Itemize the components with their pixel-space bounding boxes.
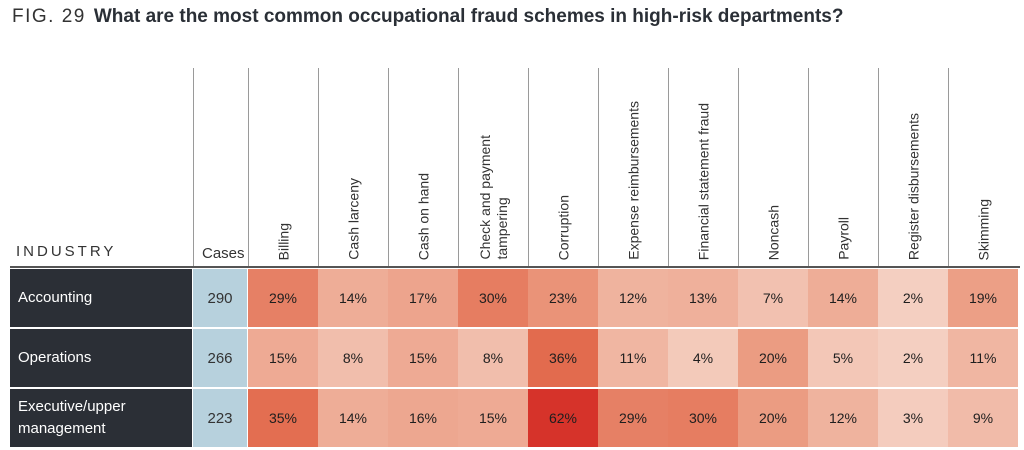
cases-column-header: Cases	[193, 68, 247, 266]
column-header-label: Payroll	[835, 217, 851, 260]
row-label: Accounting	[10, 269, 192, 327]
cases-header-label: Cases	[202, 245, 245, 262]
row-header-label: INDUSTRY	[16, 243, 117, 260]
heatmap-cell: 8%	[458, 329, 528, 387]
row-label: Operations	[10, 329, 192, 387]
heatmap-cell: 14%	[318, 389, 388, 447]
row-label: Executive/upper management	[10, 389, 192, 447]
column-header-label: Skimming	[975, 198, 991, 260]
column-header: Corruption	[528, 68, 598, 266]
column-header: Billing	[248, 68, 318, 266]
heatmap-cell: 13%	[668, 269, 738, 327]
heatmap-cell: 8%	[318, 329, 388, 387]
heatmap-cell: 20%	[738, 329, 808, 387]
heatmap-cell: 14%	[808, 269, 878, 327]
heatmap-cell: 17%	[388, 269, 458, 327]
column-header-label: Register disbursements	[905, 112, 921, 260]
heatmap-cell: 2%	[878, 269, 948, 327]
chart-question: What are the most common occupational fr…	[93, 6, 844, 27]
column-header-label: Check and payment tampering	[476, 135, 510, 260]
heatmap-cell: 2%	[878, 329, 948, 387]
heatmap-cell: 15%	[458, 389, 528, 447]
heatmap-cell: 14%	[318, 269, 388, 327]
column-header: Payroll	[808, 68, 878, 266]
row-cases: 266	[193, 329, 247, 387]
column-header: Check and payment tampering	[458, 68, 528, 266]
column-header-label: Expense reimbursements	[625, 101, 641, 260]
heatmap-cell: 29%	[248, 269, 318, 327]
heatmap-row: Accounting 290 29% 14% 17% 30% 23% 12% 13% 7% 14% 2…	[10, 269, 1020, 327]
column-header: Skimming	[948, 68, 1018, 266]
heatmap-cell: 9%	[948, 389, 1018, 447]
heatmap-cell: 7%	[738, 269, 808, 327]
heatmap-row: Operations 266 15% 8% 15% 8% 36% 11% 4% 20% 5% 2% 11…	[10, 329, 1020, 387]
header-rule	[10, 266, 1020, 268]
column-header: Register disbursements	[878, 68, 948, 266]
heatmap-cell: 23%	[528, 269, 598, 327]
column-header-label: Billing	[275, 222, 291, 260]
column-header-label: Financial statement fraud	[695, 102, 711, 260]
heatmap-cell: 12%	[808, 389, 878, 447]
heatmap-cell: 35%	[248, 389, 318, 447]
chart-title: FIG. 29 What are the most common occupati…	[12, 6, 843, 28]
row-cases: 223	[193, 389, 247, 447]
column-header-label: Noncash	[765, 204, 781, 260]
heatmap-cell: 30%	[668, 389, 738, 447]
heatmap-cell: 11%	[598, 329, 668, 387]
column-header: Financial statement fraud	[668, 68, 738, 266]
heatmap-cell: 3%	[878, 389, 948, 447]
column-header: Noncash	[738, 68, 808, 266]
heatmap-row: Executive/upper management 223 35% 14% 16% 15…	[10, 389, 1020, 447]
row-cases: 290	[193, 269, 247, 327]
row-label-text: Accounting	[18, 289, 93, 306]
heatmap-cell: 36%	[528, 329, 598, 387]
heatmap-cell: 4%	[668, 329, 738, 387]
figure-number: FIG. 29	[12, 6, 86, 27]
heatmap-cell: 29%	[598, 389, 668, 447]
row-label-text: Executive/upper management	[18, 398, 126, 437]
heatmap-cell: 19%	[948, 269, 1018, 327]
heatmap-cell: 11%	[948, 329, 1018, 387]
heatmap-cell: 15%	[248, 329, 318, 387]
column-header-label: Corruption	[555, 194, 571, 260]
column-header: Expense reimbursements	[598, 68, 668, 266]
column-header: Cash on hand	[388, 68, 458, 266]
column-header-label: Cash larceny	[345, 178, 361, 260]
heatmap-cell: 30%	[458, 269, 528, 327]
heatmap-cell: 62%	[528, 389, 598, 447]
heatmap-cell: 5%	[808, 329, 878, 387]
column-header: Cash larceny	[318, 68, 388, 266]
heatmap-cell: 20%	[738, 389, 808, 447]
row-label-text: Operations	[18, 349, 92, 366]
heatmap-cell: 12%	[598, 269, 668, 327]
heatmap-cell: 16%	[388, 389, 458, 447]
column-header-label: Cash on hand	[415, 172, 431, 260]
heatmap-cell: 15%	[388, 329, 458, 387]
